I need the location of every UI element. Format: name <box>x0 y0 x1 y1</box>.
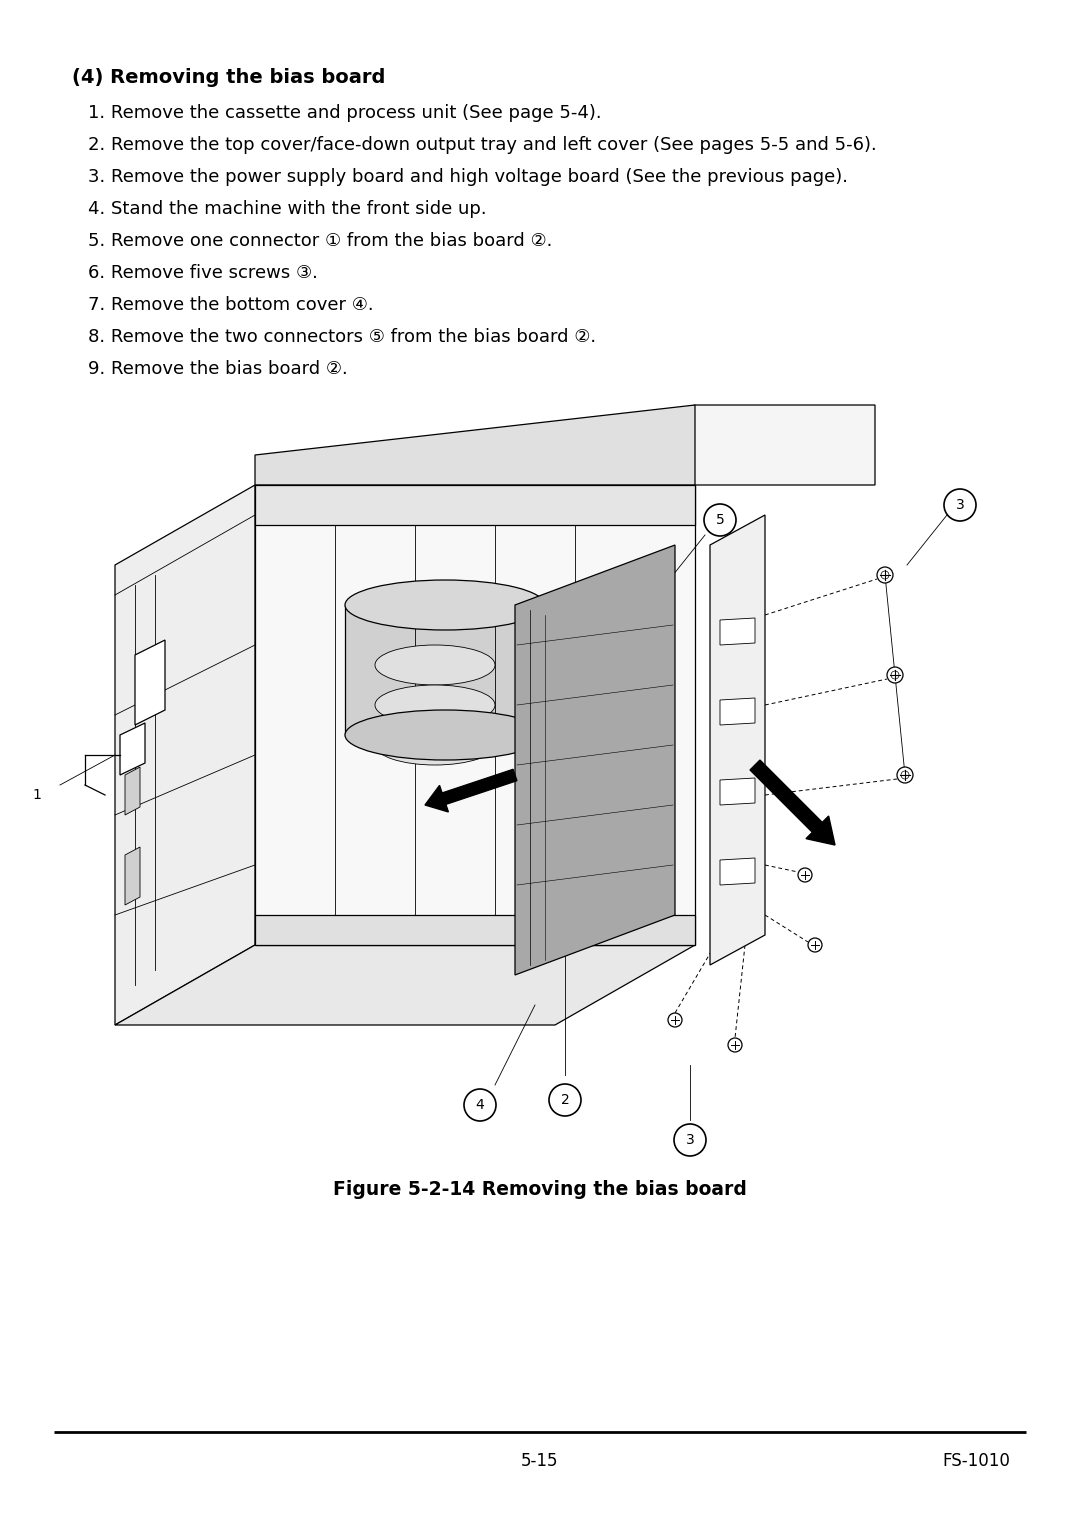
Text: 5-15: 5-15 <box>522 1452 558 1470</box>
FancyArrow shape <box>750 759 835 845</box>
Ellipse shape <box>375 685 495 724</box>
Polygon shape <box>650 597 667 617</box>
Polygon shape <box>114 944 696 1025</box>
Circle shape <box>704 504 735 536</box>
Text: 3: 3 <box>956 498 964 512</box>
Circle shape <box>798 868 812 882</box>
Text: 3: 3 <box>686 1132 694 1148</box>
Text: 8. Remove the two connectors ⑤ from the bias board ②.: 8. Remove the two connectors ⑤ from the … <box>87 329 596 345</box>
Text: 1: 1 <box>32 788 41 802</box>
Circle shape <box>897 767 913 782</box>
Polygon shape <box>710 515 765 966</box>
Text: 5: 5 <box>716 513 725 527</box>
Polygon shape <box>515 545 675 975</box>
Text: 5. Remove one connector ① from the bias board ②.: 5. Remove one connector ① from the bias … <box>87 232 552 251</box>
FancyArrow shape <box>426 769 517 811</box>
Text: 9. Remove the bias board ②.: 9. Remove the bias board ②. <box>87 361 348 377</box>
Text: 4. Stand the machine with the front side up.: 4. Stand the machine with the front side… <box>87 200 487 219</box>
Ellipse shape <box>345 581 545 630</box>
Polygon shape <box>255 484 696 526</box>
Polygon shape <box>375 665 495 746</box>
Text: 1. Remove the cassette and process unit (See page 5-4).: 1. Remove the cassette and process unit … <box>87 104 602 122</box>
Polygon shape <box>125 847 140 905</box>
Polygon shape <box>255 405 696 484</box>
Text: 4: 4 <box>475 1099 484 1112</box>
Text: (4) Removing the bias board: (4) Removing the bias board <box>72 69 386 87</box>
Polygon shape <box>125 767 140 814</box>
Circle shape <box>21 779 53 811</box>
Text: FS-1010: FS-1010 <box>942 1452 1010 1470</box>
Polygon shape <box>114 484 255 1025</box>
Polygon shape <box>135 640 165 724</box>
Circle shape <box>549 1083 581 1115</box>
Text: 6. Remove five screws ③.: 6. Remove five screws ③. <box>87 264 318 283</box>
Circle shape <box>464 1089 496 1122</box>
Polygon shape <box>255 915 696 944</box>
Polygon shape <box>120 723 145 775</box>
Polygon shape <box>630 594 654 620</box>
Circle shape <box>728 1038 742 1051</box>
Text: 2: 2 <box>561 1093 569 1106</box>
Circle shape <box>808 938 822 952</box>
Circle shape <box>669 1013 681 1027</box>
Polygon shape <box>255 484 696 944</box>
Text: 2. Remove the top cover/face-down output tray and left cover (See pages 5-5 and : 2. Remove the top cover/face-down output… <box>87 136 877 154</box>
Polygon shape <box>720 859 755 885</box>
Polygon shape <box>720 617 755 645</box>
Polygon shape <box>345 605 545 735</box>
Ellipse shape <box>375 724 495 766</box>
Circle shape <box>674 1125 706 1157</box>
Text: 3. Remove the power supply board and high voltage board (See the previous page).: 3. Remove the power supply board and hig… <box>87 168 848 186</box>
Circle shape <box>887 668 903 683</box>
Polygon shape <box>720 698 755 724</box>
Circle shape <box>877 567 893 584</box>
Polygon shape <box>235 405 875 636</box>
Ellipse shape <box>345 711 545 759</box>
Text: Figure 5-2-14 Removing the bias board: Figure 5-2-14 Removing the bias board <box>333 1180 747 1199</box>
Ellipse shape <box>375 645 495 685</box>
Polygon shape <box>720 778 755 805</box>
Circle shape <box>944 489 976 521</box>
Text: 7. Remove the bottom cover ④.: 7. Remove the bottom cover ④. <box>87 296 374 313</box>
